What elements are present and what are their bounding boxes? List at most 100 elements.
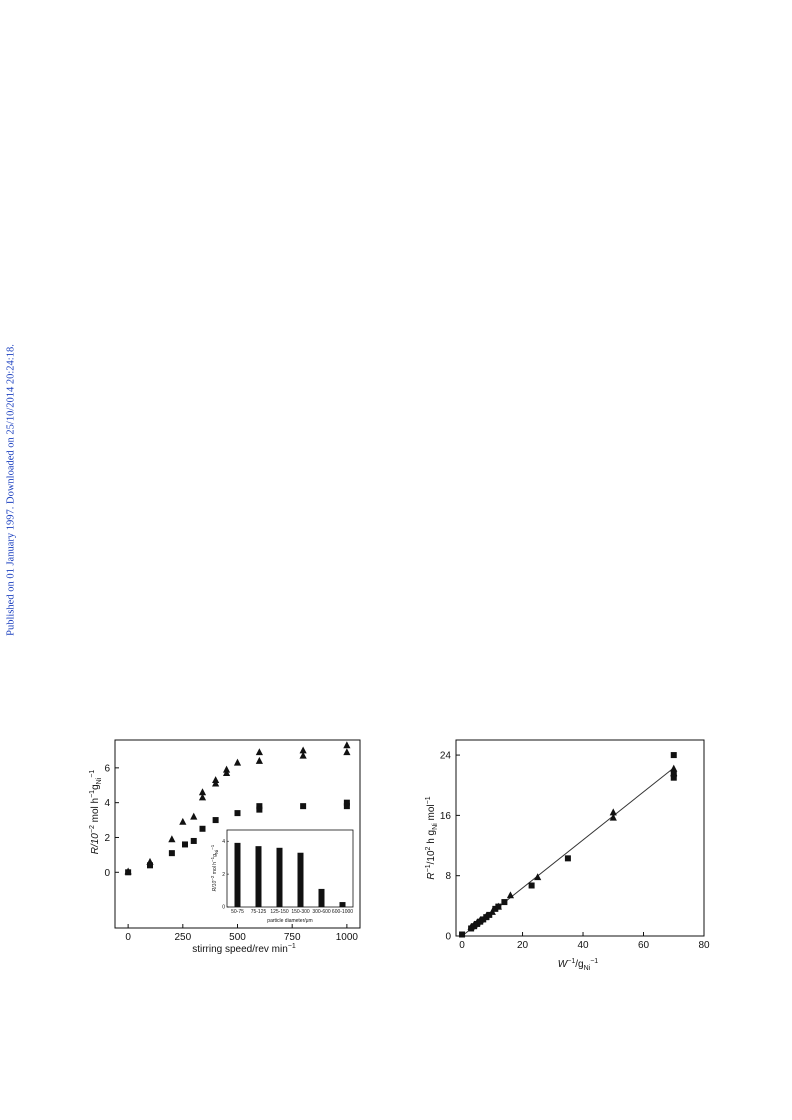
square-point [670,770,677,777]
y-tick-label: 0 [104,868,110,879]
square-point [495,903,502,910]
inset-category-label: 75-125 [251,909,267,915]
chart-right-x-axis: 0 20 40 60 80 [459,932,710,951]
chart-right-y-axis: 0 8 16 24 [440,751,460,943]
triangle-point [168,835,176,843]
inset-bars [234,842,346,907]
chart-left: 0 250 500 750 1000 0 2 4 6 stirring speed/rev m… [89,739,361,955]
triangle-point [609,808,617,816]
inset-category-label: 50-75 [231,909,244,915]
square-point [212,817,219,824]
square-point [190,837,197,844]
x-tick-label: 0 [459,940,465,951]
triangle-point [506,891,515,899]
triangle-point [255,756,263,764]
y-tick-label: 24 [440,751,452,762]
inset-y-tick-label: 2 [222,872,225,878]
square-point [486,911,493,918]
chart-left-y-label: R/10−2 mol h−1gNi−1 [89,770,103,855]
triangle-point [299,751,307,759]
y-tick-label: 0 [445,932,451,943]
chart-left-points [124,741,351,876]
x-tick-label: 80 [698,940,710,951]
x-tick-label: 0 [125,932,131,943]
square-point [477,918,484,925]
square-point [501,899,508,906]
inset-x-label: particle diameter/μm [267,918,312,924]
triangle-point [198,788,207,796]
square-point [343,803,350,810]
triangle-point [179,817,187,825]
triangle-point [670,764,678,772]
square-point [300,803,307,810]
chart-left-x-label: stirring speed/rev min−1 [192,943,296,955]
inset-category-label: 300-600 [312,909,331,915]
inset-category-label: 125-150 [270,909,289,915]
inset-chart: 0 2 4 50-75 75-125 125-150 150-300 300-600 600-… [210,829,354,924]
x-tick-label: 60 [638,940,650,951]
square-point [256,806,263,813]
y-tick-label: 4 [104,798,110,809]
inset-bar [276,847,283,907]
square-point [256,803,263,810]
inset-y-label: R/10−2 mol h−1gNi−1 [210,844,219,891]
square-point [343,799,350,806]
y-tick-label: 2 [104,833,110,844]
square-point [670,774,677,781]
x-tick-label: 250 [174,932,191,943]
x-tick-label: 40 [577,940,589,951]
inset-y-tick-label: 4 [222,839,225,845]
triangle-point [233,758,242,766]
triangle-point [343,741,351,749]
chart-right-frame [455,739,705,937]
inset-categories: 50-75 75-125 125-150 150-300 300-600 600-1000 [231,909,353,915]
square-point [199,825,206,832]
chart-right-points [459,752,678,938]
chart-left-y-axis: 0 2 4 6 [104,763,119,879]
square-point [471,923,478,930]
triangle-point [609,813,617,821]
square-point [670,752,677,759]
inset-y-axis: 0 2 4 [222,839,229,911]
inset-bar [297,852,304,907]
chart-left-x-axis: 0 250 500 750 1000 [125,924,358,943]
x-tick-label: 750 [284,932,301,943]
y-tick-label: 16 [440,811,452,822]
triangle-point [255,748,263,756]
square-point [468,925,475,932]
square-point [147,862,153,869]
y-tick-label: 6 [104,763,110,774]
inset-bar [318,888,325,907]
triangle-point [343,748,351,756]
triangle-point [222,765,231,773]
triangle-point [212,776,220,784]
y-tick-label: 8 [445,871,451,882]
inset-bar [255,846,262,907]
triangle-point [222,769,231,777]
triangle-point [212,779,220,787]
x-tick-label: 20 [517,940,529,951]
inset-category-label: 600-1000 [332,909,353,915]
square-point [480,916,487,923]
inset-bar [339,902,346,907]
inset-frame [226,829,354,908]
square-point [474,920,481,927]
square-point [125,869,132,876]
chart-right-x-label: W−1/gNi−1 [558,958,598,972]
square-point [492,905,499,912]
triangle-point [534,873,542,881]
square-point [182,841,188,848]
square-point [564,855,571,862]
inset-bar [234,842,241,907]
square-point [459,931,466,938]
chart-right-y-label: R−1/102 h gNi mol−1 [425,796,439,879]
x-tick-label: 1000 [336,932,359,943]
inset-y-tick-label: 0 [222,905,225,911]
square-point [483,914,490,921]
x-tick-label: 500 [229,932,246,943]
square-point [168,850,175,857]
triangle-point [198,793,207,801]
square-point [528,882,535,889]
triangle-point [299,746,307,754]
